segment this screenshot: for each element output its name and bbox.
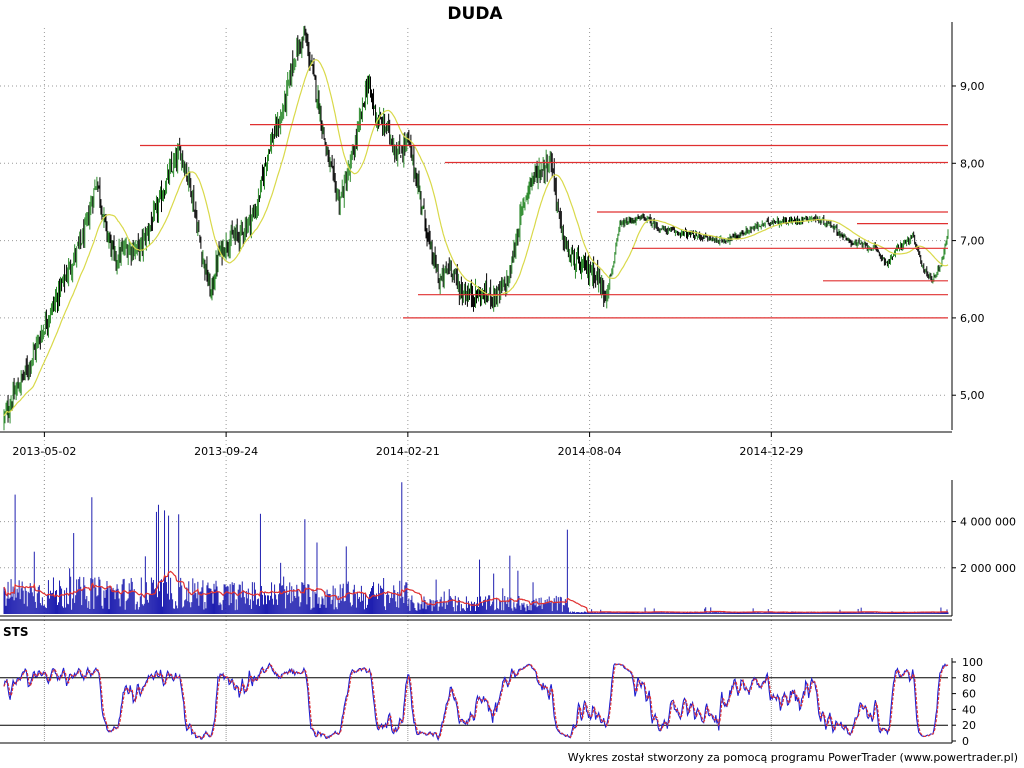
price-tick-label: 6,00	[960, 312, 985, 325]
stochastic-d-line	[3, 663, 949, 740]
volume-bars	[3, 482, 949, 614]
stochastic-tick-label: 60	[962, 688, 976, 701]
price-panel: 9,00 8,00 7,00 6,00 5,00 2013-05-02 2013-09-2…	[0, 22, 985, 741]
stochastic-label: STS	[3, 625, 28, 639]
volume-panel: 4 000 000 2 000 000	[0, 480, 1016, 617]
stochastic-tick-label: 20	[962, 719, 976, 732]
x-tick-label: 2013-05-02	[12, 445, 76, 458]
stochastic-grid	[0, 662, 948, 741]
x-tick-label: 2014-08-04	[558, 445, 622, 458]
stochastic-tick-label: 0	[962, 735, 969, 748]
stochastic-panel: STS 100 80 60 40 20 0	[0, 619, 983, 748]
stochastic-tick-label: 40	[962, 703, 976, 716]
price-tick-label: 5,00	[960, 389, 985, 402]
footer-credit: Wykres został stworzony za pomocą progra…	[568, 751, 1018, 764]
volume-tick-label: 4 000 000	[960, 516, 1016, 529]
x-tick-label: 2014-02-21	[376, 445, 440, 458]
price-tick-label: 9,00	[960, 80, 985, 93]
price-tick-label: 8,00	[960, 157, 985, 170]
price-grid	[0, 28, 948, 741]
price-y-axis: 9,00 8,00 7,00 6,00 5,00	[951, 22, 985, 430]
chart-title: DUDA	[447, 4, 503, 24]
stochastic-tick-label: 80	[962, 672, 976, 685]
volume-tick-label: 2 000 000	[960, 562, 1016, 575]
x-tick-label: 2013-09-24	[194, 445, 258, 458]
volume-y-axis: 4 000 000 2 000 000	[0, 480, 1016, 617]
stochastic-k-line	[3, 662, 949, 742]
price-candles	[3, 25, 949, 431]
volume-average-line	[3, 570, 948, 614]
price-tick-label: 7,00	[960, 235, 985, 248]
price-x-axis: 2013-05-02 2013-09-24 2014-02-21 2014-08-04…	[0, 431, 952, 458]
stochastic-tick-label: 100	[962, 656, 983, 669]
moving-average-line	[3, 58, 949, 417]
support-resistance-lines	[140, 124, 948, 319]
x-tick-label: 2014-12-29	[739, 445, 803, 458]
stochastic-y-axis: 100 80 60 40 20 0	[0, 619, 983, 748]
